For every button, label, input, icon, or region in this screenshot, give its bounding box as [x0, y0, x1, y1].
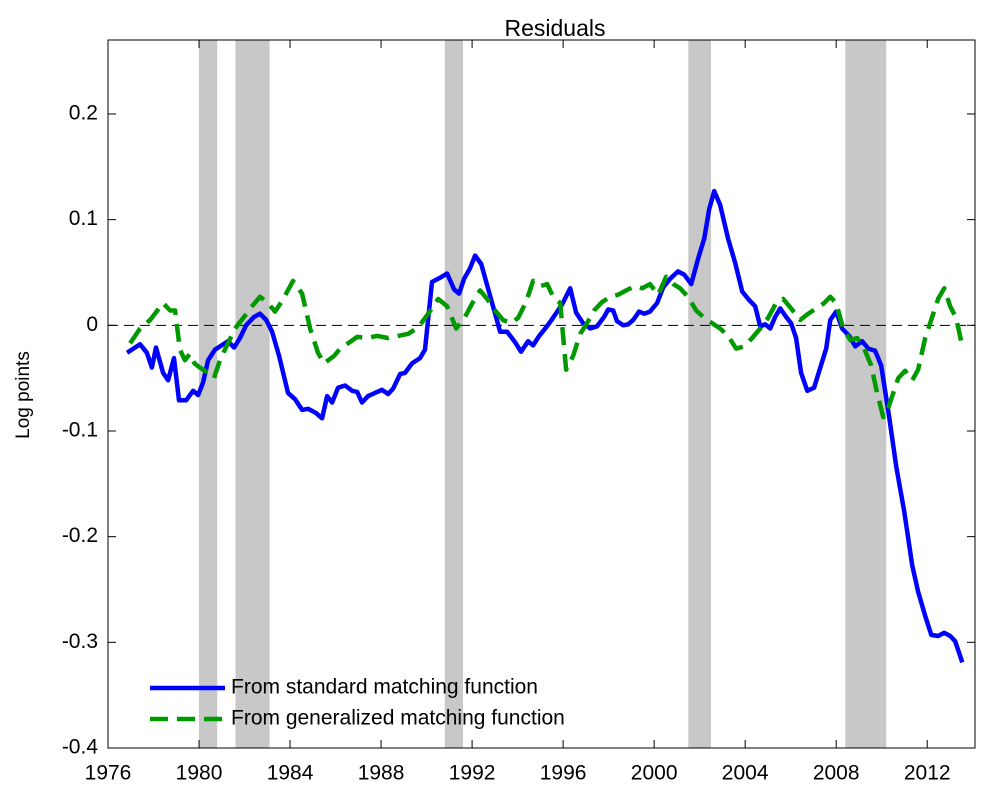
recession-band — [845, 40, 887, 748]
series-line — [128, 274, 965, 420]
x-tick-label: 2004 — [722, 762, 769, 785]
y-tick-label: -0.1 — [62, 419, 98, 442]
x-tick-label: 2012 — [904, 762, 951, 785]
y-tick-label: -0.2 — [62, 524, 98, 547]
x-tick-label: 1980 — [176, 762, 223, 785]
y-tick-label: -0.4 — [62, 736, 99, 759]
x-tick-label: 2000 — [631, 762, 678, 785]
plot-frame — [107, 39, 976, 749]
y-tick-label: 0.1 — [69, 207, 98, 230]
x-tick-label: 1988 — [358, 762, 405, 785]
recession-band — [688, 40, 712, 748]
recession-band — [444, 40, 463, 748]
x-tick-label: 1992 — [449, 762, 496, 785]
legend-label: From standard matching function — [231, 676, 538, 699]
recession-band — [235, 40, 270, 748]
y-tick-label: 0 — [86, 313, 98, 336]
series-line — [125, 188, 965, 664]
y-tick-label: -0.3 — [62, 630, 98, 653]
y-axis-label: Log points — [13, 351, 34, 439]
chart-title: Residuals — [505, 15, 606, 41]
x-tick-label: 1976 — [85, 762, 132, 785]
x-tick-label: 2008 — [813, 762, 860, 785]
y-tick-label: 0.2 — [69, 102, 98, 125]
legend-label: From generalized matching function — [231, 707, 565, 730]
x-tick-label: 1996 — [540, 762, 587, 785]
x-tick-label: 1984 — [267, 762, 314, 785]
recession-band — [199, 40, 218, 748]
